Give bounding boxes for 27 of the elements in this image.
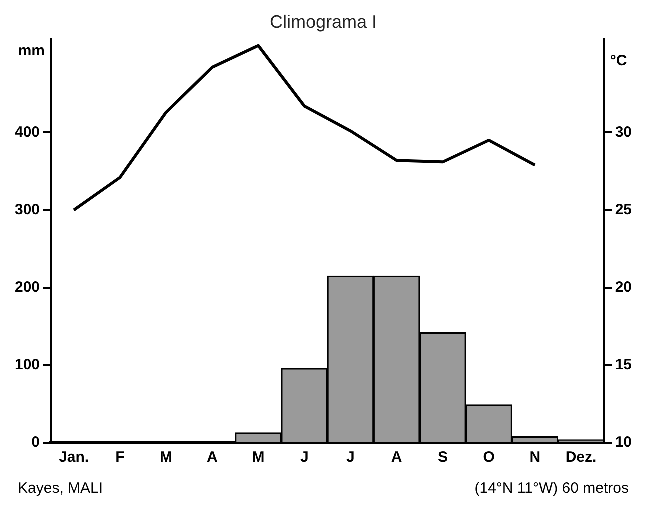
x-tick-label: Dez. [566, 449, 597, 466]
y2-tick-label: 30 [615, 124, 632, 141]
y-tick-label: 300 [14, 201, 40, 218]
y2-tick-label: 20 [615, 278, 632, 296]
x-tick-label: J [346, 449, 355, 466]
y-tick-label: 100 [14, 356, 40, 374]
y2-tick-label: 10 [615, 434, 632, 452]
y2-tick-label: 25 [615, 201, 632, 218]
x-tick-label: M [160, 449, 173, 466]
text: (14°N 11°W) 60 metros [474, 480, 629, 498]
y-tick-label: 400 [14, 124, 40, 141]
x-tick-label: O [483, 449, 496, 466]
y-axis-title: mm [18, 42, 46, 60]
x-tick-label: S [438, 449, 448, 466]
y2-axis-title: °C [610, 52, 628, 70]
x-tick-label: A [206, 449, 218, 466]
x-tick-label: M [252, 449, 265, 466]
x-tick-label: Jan. [59, 449, 90, 466]
text: Kayes, MALI [18, 480, 104, 498]
x-tick-label: A [391, 449, 402, 466]
x-tick-label: J [300, 449, 309, 466]
x-tick-label: F [116, 449, 125, 466]
y2-tick-label: 15 [615, 356, 632, 374]
x-tick-label: N [530, 449, 541, 466]
y-tick-label: 200 [14, 278, 40, 296]
y-tick-label: 0 [32, 434, 40, 452]
chart-title: Climograma I [270, 12, 378, 32]
